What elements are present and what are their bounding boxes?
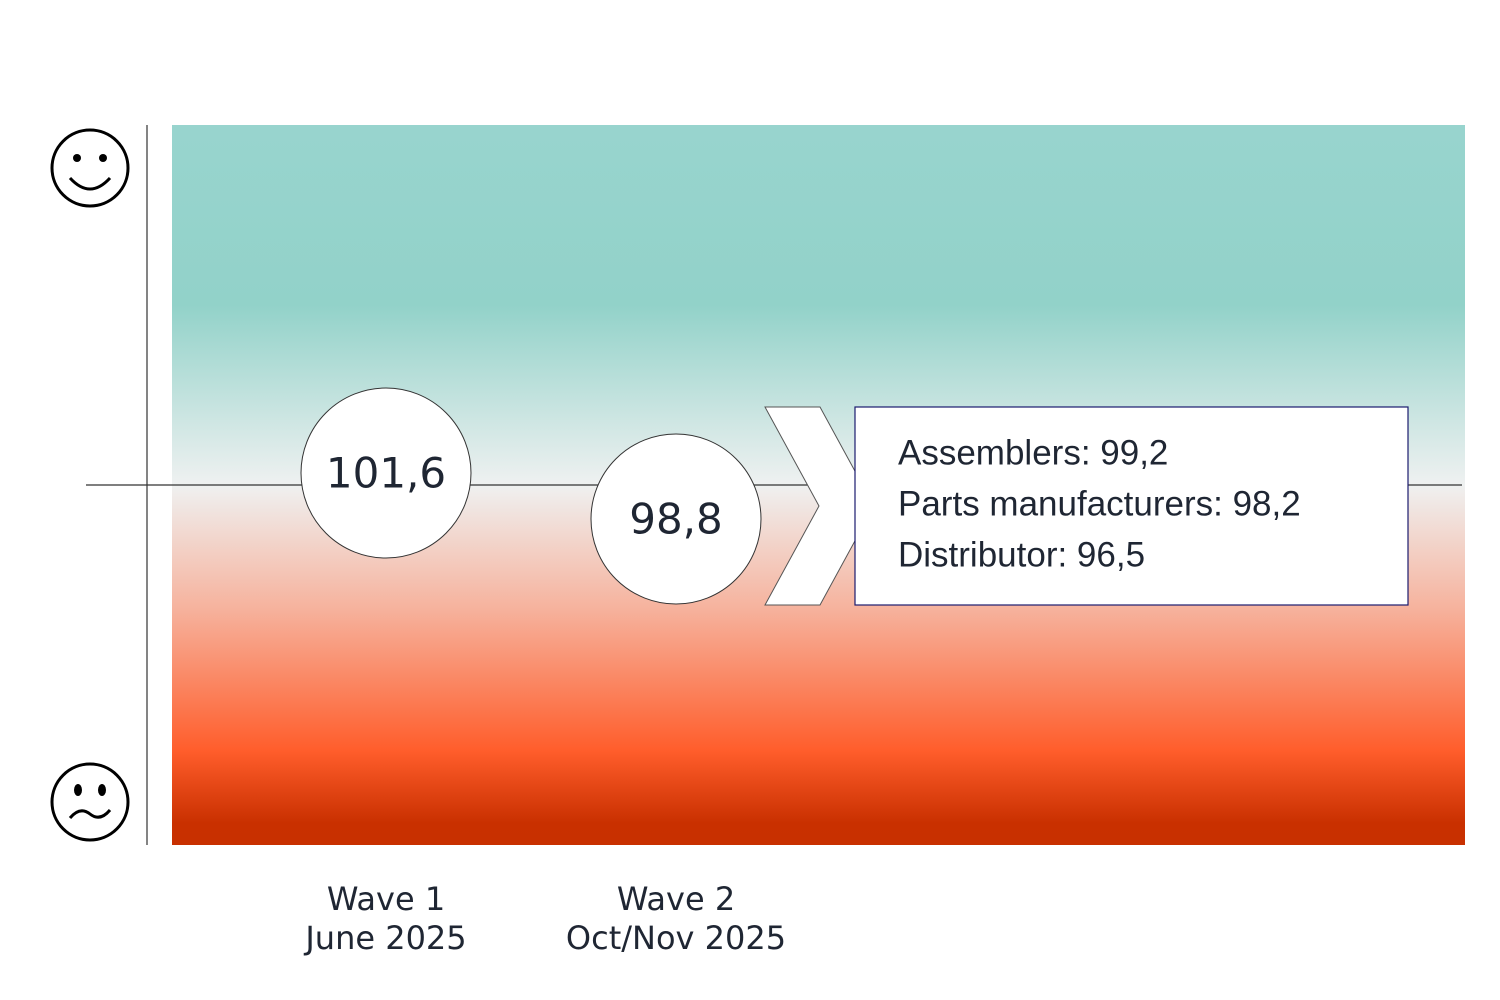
- chevron: [764, 406, 875, 606]
- wave-circle: [590, 433, 762, 605]
- breakdown-item: Assemblers: 99,2: [898, 433, 1168, 472]
- wave-name: Wave 1: [327, 880, 445, 918]
- wave-value: 98,8: [629, 495, 723, 544]
- happy-face: [50, 128, 130, 208]
- wave-value: 101,6: [326, 449, 446, 498]
- breakdown-box: [854, 406, 1409, 606]
- wave-name: Wave 2: [617, 880, 735, 918]
- breakdown-item: Parts manufacturers: 98,2: [898, 484, 1301, 523]
- wave-date: Oct/Nov 2025: [566, 919, 786, 957]
- sad-face: [50, 762, 130, 842]
- wave-circle: [300, 387, 472, 559]
- breakdown-item: Distributor: 96,5: [898, 535, 1145, 574]
- wave-date: June 2025: [303, 919, 466, 957]
